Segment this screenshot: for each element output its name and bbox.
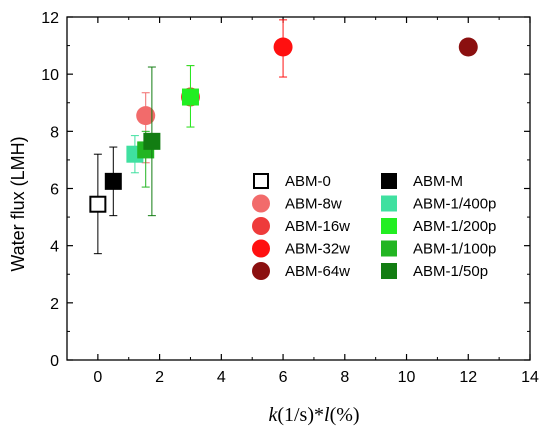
data-markers <box>89 19 478 255</box>
legend-label: ABM-1/100p <box>413 241 496 258</box>
x-tick-label: 14 <box>521 369 539 386</box>
y-tick-label: 12 <box>41 10 59 27</box>
marker-abm-64w <box>458 37 478 57</box>
y-tick-label: 2 <box>50 296 59 313</box>
x-axis-label-mid: (1/s)* <box>277 404 324 426</box>
legend-label: ABM-M <box>413 173 463 190</box>
marker-abm-m <box>104 172 122 190</box>
x-tick-label: 10 <box>398 369 416 386</box>
marker-abm-16w <box>252 217 270 235</box>
marker-abm-1-50p <box>143 132 161 150</box>
legend-label: ABM-0 <box>285 173 331 190</box>
marker-abm-1-200p <box>381 218 397 234</box>
y-axis-label: Water flux (LMH) <box>8 136 28 271</box>
legend-label: ABM-64w <box>285 263 350 280</box>
legend-label: ABM-16w <box>285 218 350 235</box>
x-tick-label: 4 <box>217 369 226 386</box>
x-tick-label: 0 <box>93 369 102 386</box>
x-axis-label-k: k <box>268 404 278 426</box>
marker-abm-1-50p <box>381 263 397 279</box>
x-axis-label-end: (%) <box>330 404 360 426</box>
legend-label: ABM-1/200p <box>413 218 496 235</box>
legend-label: ABM-8w <box>285 196 342 213</box>
x-tick-label: 12 <box>459 369 477 386</box>
y-tick-label: 10 <box>41 67 59 84</box>
x-tick-label: 2 <box>155 369 164 386</box>
x-tick-label: 6 <box>279 369 288 386</box>
plot-area: 0 2 4 6 8 10 12 14 0 2 4 6 8 10 12 <box>41 10 539 386</box>
marker-abm-0 <box>253 173 269 189</box>
legend-label: ABM-32w <box>285 241 350 258</box>
legend-label: ABM-1/400p <box>413 196 496 213</box>
y-tick-label: 6 <box>50 182 59 199</box>
marker-abm-m <box>381 173 397 189</box>
marker-abm-32w <box>273 37 293 57</box>
y-tick-label: 4 <box>50 239 59 256</box>
marker-abm-1-100p <box>381 240 397 257</box>
x-axis-label-l: l <box>324 404 330 426</box>
legend: ABM-0 ABM-8w ABM-16w ABM-32w ABM-64w ABM-M ABM… <box>252 173 496 280</box>
marker-abm-32w <box>252 239 270 258</box>
y-tick-label: 0 <box>50 353 59 370</box>
x-tick-label: 8 <box>340 369 349 386</box>
x-axis-label: k(1/s)*l(%) <box>268 404 359 426</box>
marker-abm-8w <box>252 194 270 213</box>
marker-abm-64w <box>252 262 270 280</box>
marker-abm-0 <box>89 195 107 213</box>
marker-abm-8w <box>136 106 156 126</box>
marker-abm-1-200p <box>181 88 199 106</box>
marker-abm-1-400p <box>381 195 397 212</box>
y-tick-label: 8 <box>50 124 59 141</box>
legend-label: ABM-1/50p <box>413 263 488 280</box>
